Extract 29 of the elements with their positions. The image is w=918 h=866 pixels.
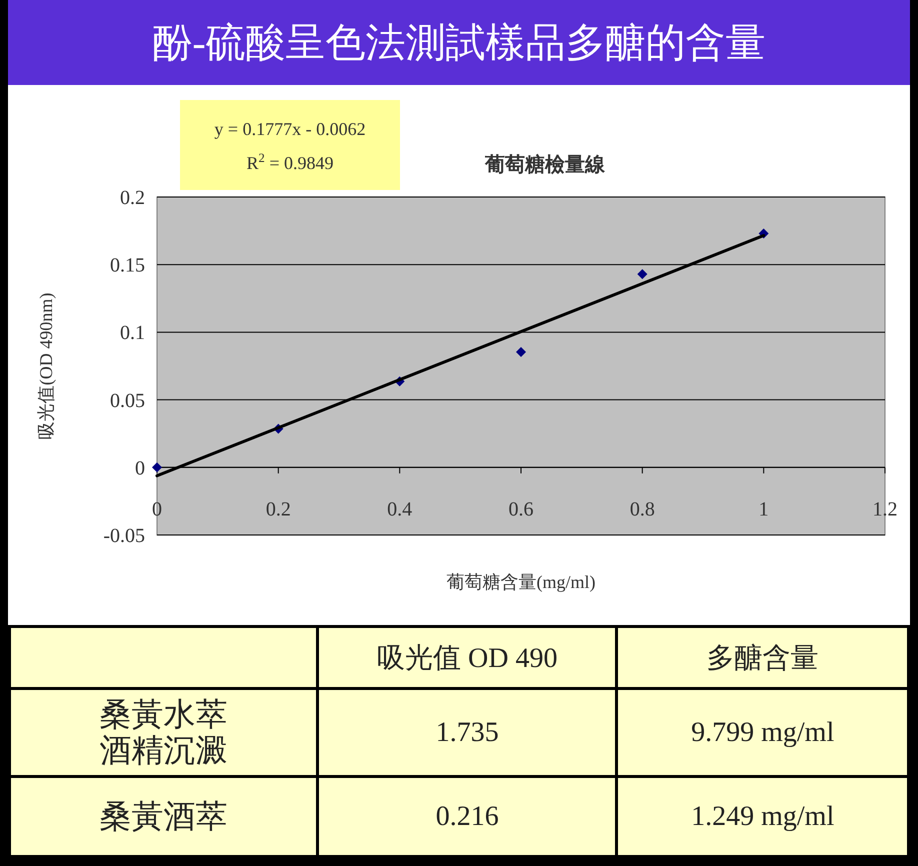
text: 0.216: [318, 776, 617, 856]
text: 9.799 mg/ml: [616, 688, 908, 776]
text: y = 0.1777x - 0.0062: [214, 119, 366, 139]
y-tick-label: 0.15: [110, 254, 145, 277]
point: [516, 346, 526, 357]
y-tick-label: 0.1: [120, 322, 145, 344]
text: 吸光值 OD 490: [318, 626, 617, 688]
text: R$^{2}$ = 0.9849: [246, 151, 334, 173]
x-tick-label: 0.6: [508, 498, 534, 520]
text: 桑黃酒萃: [98, 798, 229, 834]
text: 1.735: [318, 688, 617, 776]
x-tick-label: 0.4: [387, 498, 412, 520]
y-tick-label: 0: [135, 457, 145, 480]
x-tick-label: 0.8: [630, 498, 655, 520]
x-axis-title: 葡萄糖含量(mg/ml): [446, 572, 596, 592]
y-tick-label: -0.05: [103, 525, 145, 547]
x-tick-label: 1.2: [872, 498, 898, 520]
chart-title: 酚-硫酸呈色法測試樣品多醣的含量: [8, 0, 910, 85]
chart-subtitle: 葡萄糖檢量線: [484, 153, 606, 176]
x-tick-label: 0: [152, 498, 162, 520]
text: 桑黃水萃酒精沉澱: [98, 696, 229, 768]
y-tick-label: 0.05: [110, 390, 145, 412]
x-tick-label: 1: [758, 498, 769, 520]
text: 1.249 mg/ml: [616, 776, 908, 856]
text: 多醣含量: [616, 626, 908, 688]
point: [637, 269, 648, 280]
y-axis-title: 吸光值(OD 490nm): [36, 292, 56, 440]
y-tick-label: 0.2: [120, 187, 145, 209]
x-tick-label: 0.2: [266, 498, 291, 520]
